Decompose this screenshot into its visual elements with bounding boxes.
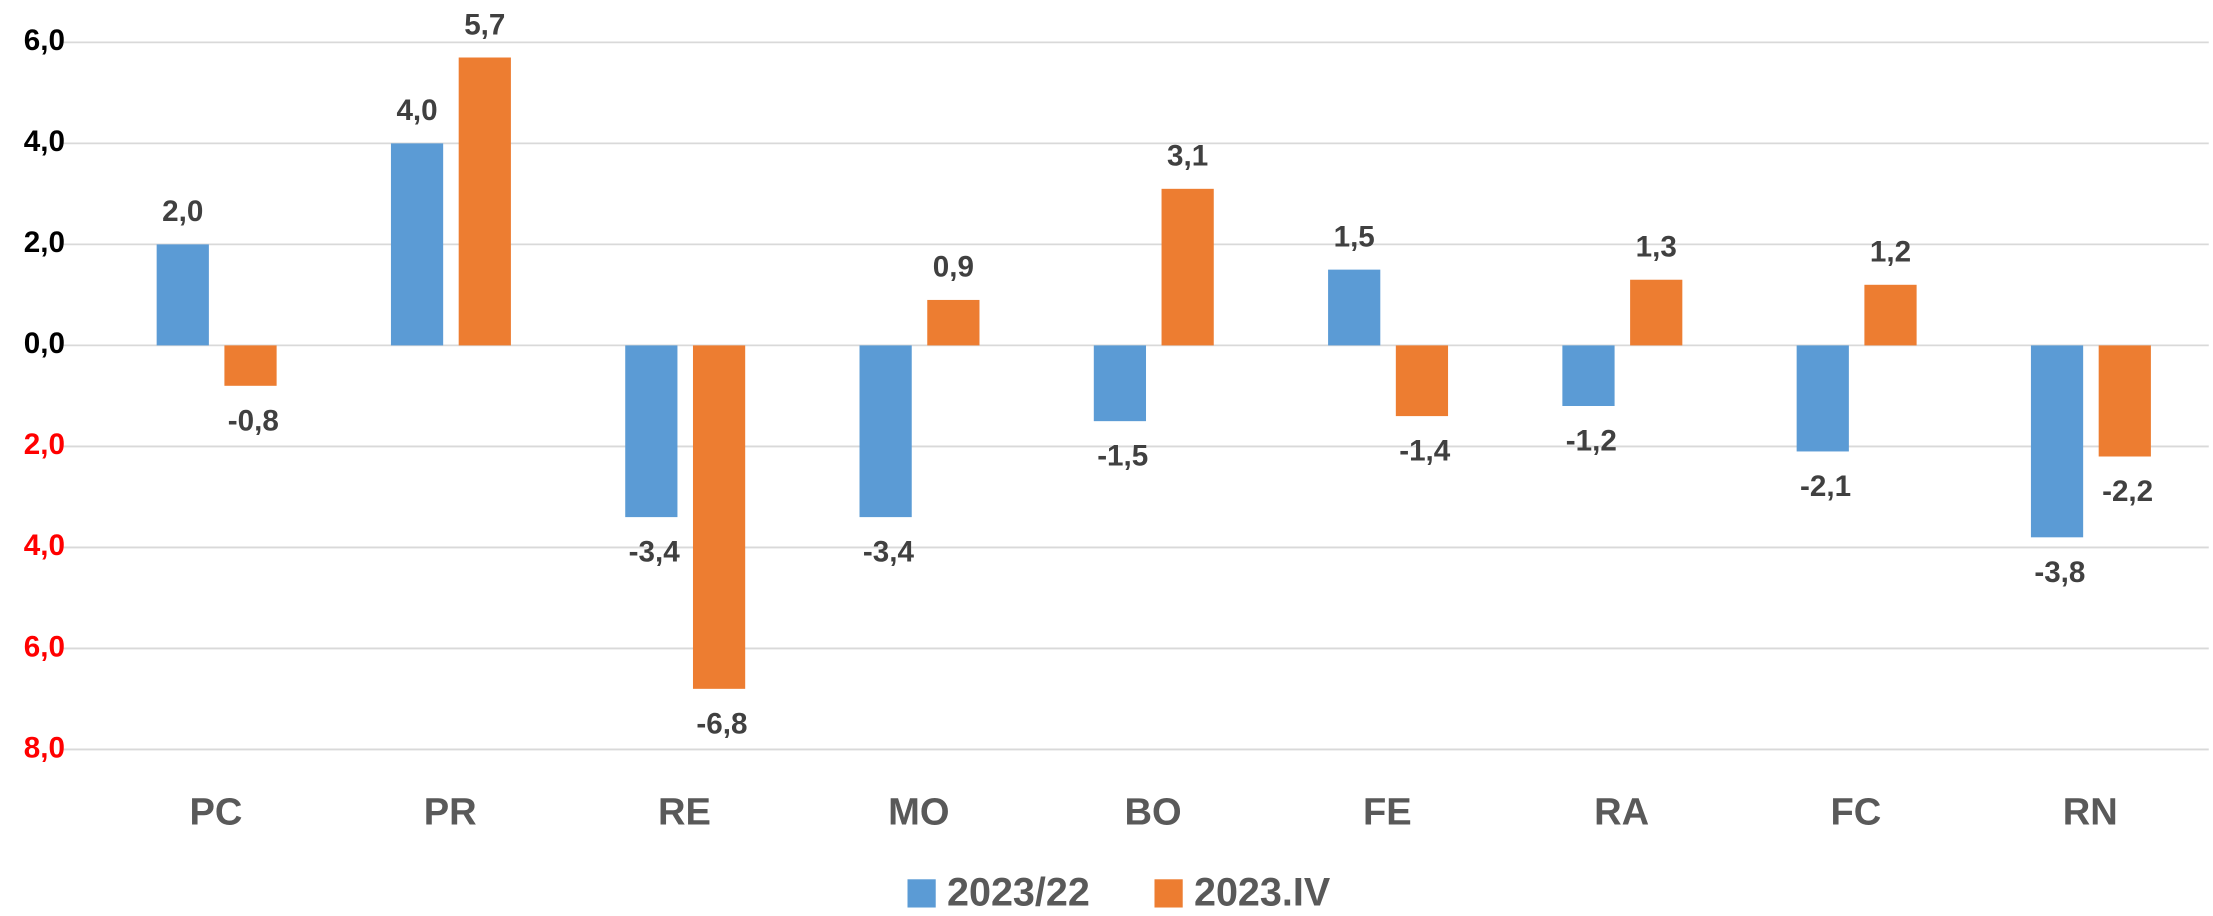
- bar: [692, 345, 746, 689]
- x-tick-label: BO: [1125, 791, 1182, 833]
- data-label: 2,0: [162, 195, 203, 228]
- y-tick-label: 4,0: [24, 125, 65, 158]
- y-tick-label: 8,0: [24, 731, 65, 764]
- data-label: -3,4: [863, 536, 915, 569]
- data-label: 3,1: [1167, 140, 1208, 173]
- y-tick-label: 2,0: [24, 428, 65, 461]
- bar: [2030, 345, 2084, 538]
- bar: [1161, 188, 1214, 346]
- x-tick-label: RA: [1594, 791, 1649, 833]
- bar: [156, 244, 209, 346]
- data-label: -0,8: [228, 404, 279, 437]
- bar: [927, 299, 980, 346]
- bar: [625, 345, 678, 518]
- legend-label: 2023/22: [947, 870, 1090, 914]
- bar: [2098, 345, 2151, 457]
- bar: [1630, 279, 1683, 346]
- data-label: 5,7: [464, 8, 505, 41]
- bar: [1395, 345, 1449, 417]
- x-tick-label: PR: [424, 791, 477, 833]
- y-tick-label: 6,0: [24, 630, 65, 663]
- bar: [859, 345, 912, 518]
- bar: [458, 57, 511, 346]
- data-label: 1,2: [1870, 236, 1911, 269]
- data-label: 0,9: [933, 251, 974, 284]
- data-label: -1,2: [1566, 425, 1617, 458]
- bar: [1328, 269, 1381, 346]
- data-label: -3,8: [2034, 556, 2085, 589]
- y-tick-label: 6,0: [24, 24, 65, 57]
- bar: [1796, 345, 1849, 452]
- data-label: -1,5: [1097, 440, 1148, 473]
- data-label: -1,4: [1399, 435, 1451, 468]
- bar: [224, 345, 277, 386]
- bar: [1864, 284, 1917, 346]
- bar: [1562, 345, 1615, 407]
- legend-swatch: [907, 879, 936, 908]
- data-label: 1,3: [1636, 231, 1677, 264]
- y-tick-label: 4,0: [24, 529, 65, 562]
- legend-swatch: [1154, 879, 1183, 908]
- bar: [390, 143, 444, 346]
- x-tick-label: PC: [189, 791, 242, 833]
- y-tick-label: 2,0: [24, 226, 65, 259]
- x-tick-label: FE: [1363, 791, 1412, 833]
- y-tick-label: 0,0: [24, 327, 65, 360]
- x-tick-label: RN: [2063, 791, 2118, 833]
- data-label: -3,4: [629, 536, 681, 569]
- bar: [1093, 345, 1147, 422]
- data-label: 4,0: [396, 94, 437, 127]
- legend-label: 2023.IV: [1194, 870, 1331, 914]
- data-label: -6,8: [696, 707, 747, 740]
- data-label: 1,5: [1334, 220, 1375, 253]
- data-label: -2,2: [2102, 475, 2153, 508]
- data-label: -2,1: [1800, 470, 1851, 503]
- x-tick-label: RE: [658, 791, 711, 833]
- x-tick-label: MO: [888, 791, 949, 833]
- x-tick-label: FC: [1831, 791, 1882, 833]
